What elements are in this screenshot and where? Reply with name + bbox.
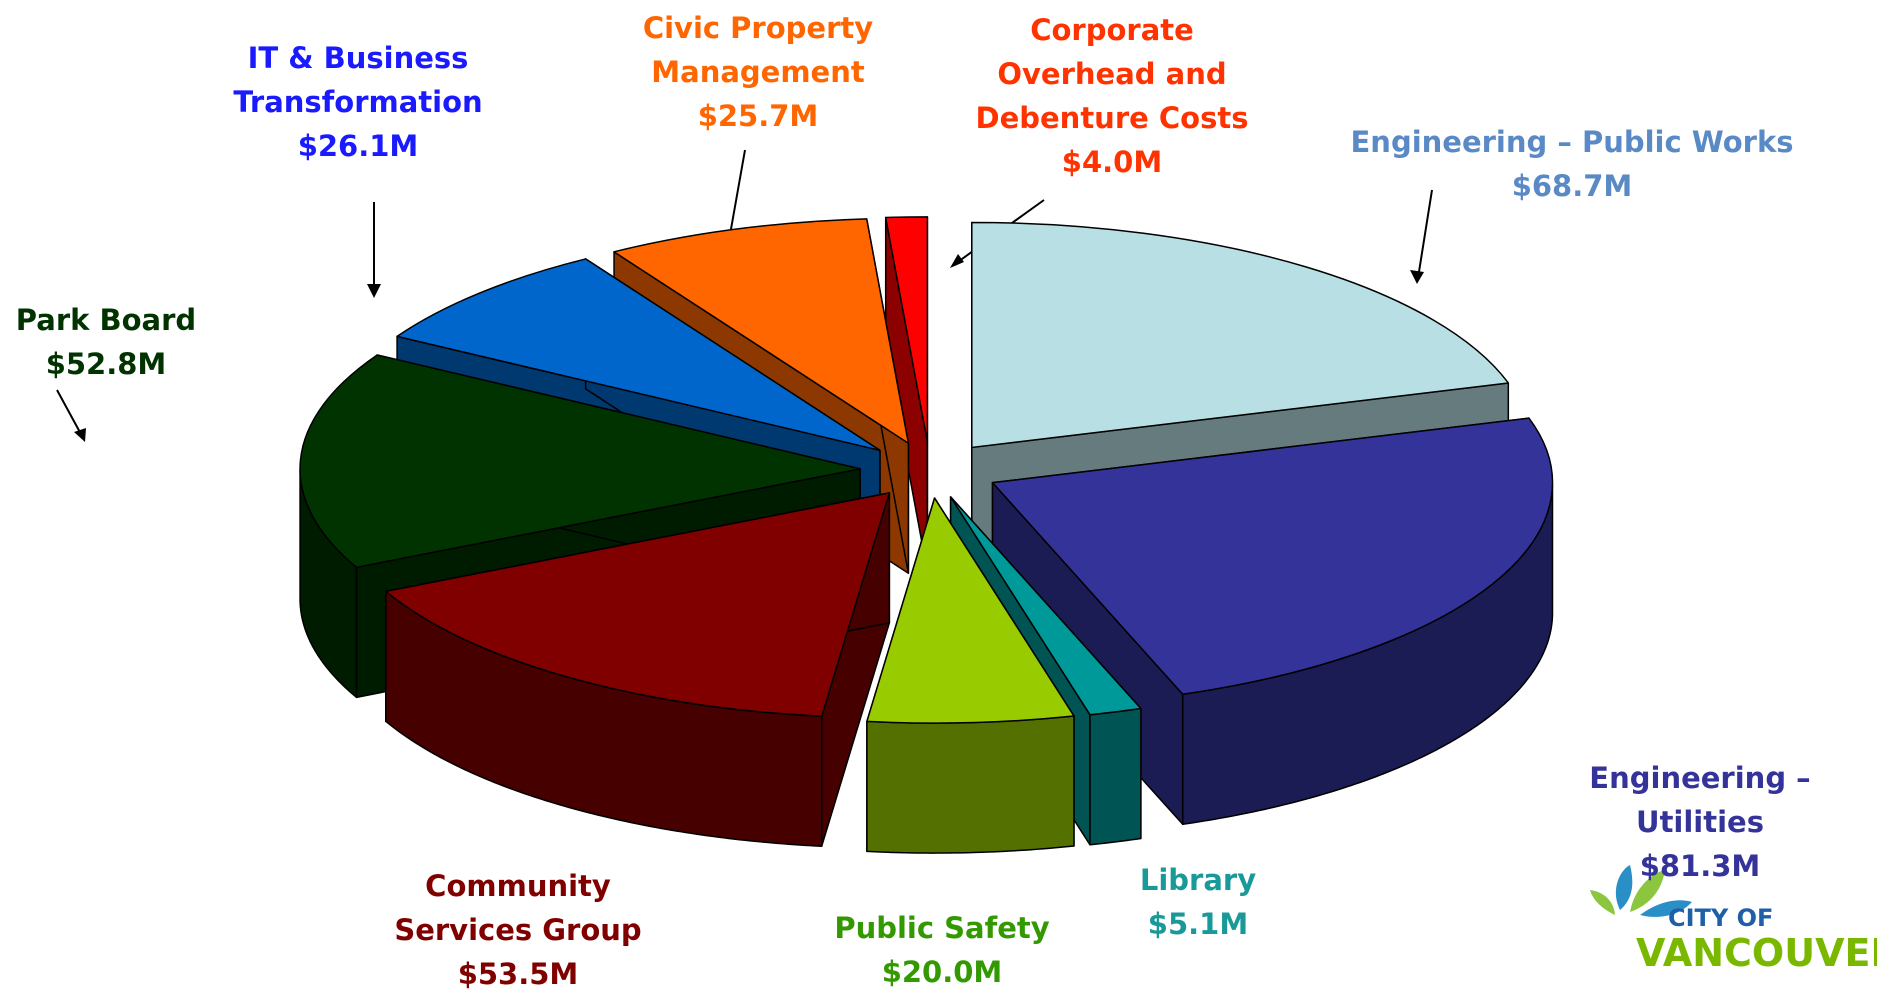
arrow xyxy=(56,389,83,437)
value-label: $52.8M xyxy=(45,347,167,381)
category-label: Engineering – Utilities xyxy=(1589,761,1811,839)
value-label: $4.0M xyxy=(1061,145,1163,179)
slice-wall xyxy=(866,715,1075,854)
category-label: Park Board xyxy=(15,303,197,337)
slice-top xyxy=(971,221,1510,449)
arrow-heads xyxy=(74,238,1424,442)
slice-top xyxy=(991,417,1554,696)
value-label: $25.7M xyxy=(697,99,819,133)
value-label: $26.1M xyxy=(297,129,419,163)
slice-top xyxy=(949,496,1142,716)
arrow-head xyxy=(367,284,381,298)
slice-label: Park Board $52.8M xyxy=(0,298,216,386)
arrow xyxy=(1417,189,1433,279)
slice-label: IT & Business Transformation $26.1M xyxy=(208,36,508,168)
category-label: IT & Business Transformation xyxy=(233,41,483,119)
logo-line: VANCOUVER xyxy=(1636,931,1877,975)
arrow-head xyxy=(950,254,964,268)
logo-leaves xyxy=(1590,865,1692,917)
value-label: $81.3M xyxy=(1639,849,1761,883)
arrow-head xyxy=(1410,270,1424,284)
slice-top xyxy=(866,497,1075,724)
slice-label: Library $5.1M xyxy=(1098,858,1298,946)
slice-label: Community Services Group $53.5M xyxy=(378,864,658,989)
slice-label: Engineering – Public Works $68.7M xyxy=(1312,120,1832,208)
category-label: Corporate Overhead and Debenture Costs xyxy=(975,13,1249,135)
logo-line: CITY OF xyxy=(1668,904,1774,932)
slice-top xyxy=(385,492,891,717)
slice xyxy=(866,497,1075,854)
arrow-head xyxy=(74,428,86,442)
slice-label: Engineering – Utilities $81.3M xyxy=(1550,756,1850,888)
category-label: Civic Property Management xyxy=(642,11,874,89)
category-label: Engineering – Public Works xyxy=(1350,125,1794,159)
category-label: Library xyxy=(1139,863,1257,897)
leaf xyxy=(1640,900,1692,917)
pie xyxy=(299,216,1554,854)
leaf xyxy=(1590,890,1615,915)
slice-label: Civic Property Management $25.7M xyxy=(628,6,888,138)
slice xyxy=(385,492,891,847)
leaf xyxy=(1630,870,1665,912)
slice-top xyxy=(613,218,910,444)
value-label: $53.5M xyxy=(457,957,579,989)
slice-label: Corporate Overhead and Debenture Costs $4… xyxy=(952,8,1272,184)
value-label: $20.0M xyxy=(881,955,1003,989)
slice xyxy=(884,216,929,573)
value-label: $5.1M xyxy=(1147,907,1249,941)
slice-top xyxy=(396,258,881,452)
value-label: $68.7M xyxy=(1511,169,1633,203)
leaf xyxy=(1615,865,1633,910)
slice-top xyxy=(299,354,861,569)
category-label: Public Safety xyxy=(834,911,1050,945)
slice-wall xyxy=(1089,707,1142,846)
category-label: Community Services Group xyxy=(394,869,642,947)
slice-label: Public Safety $20.0M xyxy=(812,906,1072,989)
slice-top xyxy=(884,216,929,443)
